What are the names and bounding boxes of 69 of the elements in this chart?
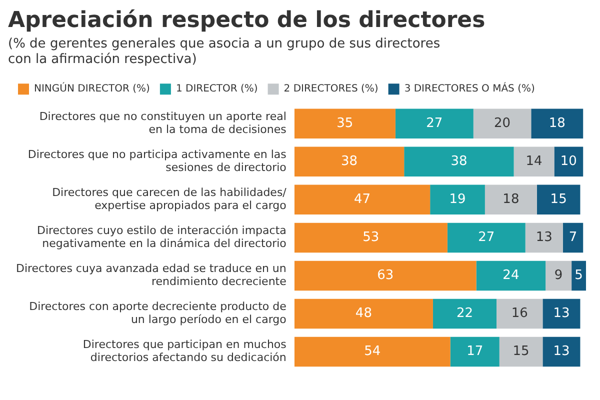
bar — [447, 222, 526, 253]
data-label: 48 — [355, 306, 372, 322]
bar — [542, 298, 580, 329]
bar — [432, 298, 496, 329]
data-label: 24 — [502, 268, 520, 284]
bar — [542, 336, 580, 367]
bar — [294, 222, 448, 253]
bar — [514, 146, 554, 177]
bar — [499, 336, 543, 367]
data-label: 35 — [336, 116, 354, 131]
legend-label: 1 DIRECTOR (%) — [176, 84, 258, 95]
bar — [294, 146, 404, 177]
data-label: 22 — [456, 306, 474, 322]
data-label: 13 — [536, 230, 552, 246]
data-label: 38 — [450, 154, 468, 170]
data-label: 19 — [449, 192, 466, 208]
bar — [294, 108, 396, 138]
data-label: 10 — [560, 154, 577, 170]
y-tick-label: Directores que carecen de las habilidades/ expertise apropiados para el cargo — [52, 186, 287, 212]
data-label: 27 — [426, 116, 443, 131]
bar — [546, 260, 572, 291]
bar — [484, 184, 537, 215]
data-label: 13 — [553, 306, 570, 322]
y-tick-label: Directores con aporte decreciente producto de un largo período en el cargo — [29, 300, 287, 326]
chart-subtitle: (% de gerentes generales que asocia a un grupo de sus directores con la afirmación respectiva) — [8, 36, 440, 68]
data-label: 16 — [511, 306, 528, 322]
bar — [395, 108, 474, 138]
data-label: 17 — [466, 344, 484, 360]
bar — [536, 184, 580, 215]
bar — [294, 336, 450, 367]
bar — [554, 146, 584, 177]
data-label: 18 — [502, 192, 520, 208]
data-label: 14 — [526, 154, 542, 170]
data-label: 13 — [553, 344, 570, 360]
data-label: 27 — [478, 230, 495, 246]
bar — [294, 184, 430, 215]
bar — [476, 260, 546, 291]
data-label: 18 — [548, 116, 566, 131]
bar — [404, 146, 514, 177]
data-label: 20 — [494, 116, 511, 131]
bar — [525, 222, 563, 253]
legend-label: NINGÚN DIRECTOR (%) — [34, 82, 150, 95]
data-label: 53 — [362, 230, 380, 246]
data-label: 5 — [574, 268, 583, 284]
y-tick-label: Directores que participan en muchos directorios afectando su dedicación — [82, 338, 287, 364]
bar — [562, 222, 584, 253]
bar — [430, 184, 485, 215]
chart-title: Apreciación respecto de los directores — [8, 8, 486, 33]
data-label: 7 — [568, 230, 578, 246]
bar — [294, 298, 433, 329]
data-label: 54 — [364, 344, 381, 360]
y-tick-label: Directores que no constituyen un aporte real en la toma de decisiones — [39, 110, 287, 136]
data-label: 38 — [340, 154, 358, 170]
y-tick-label: Directores cuyo estilo de interacción impacta negativamente en la dinámica del directorio — [36, 224, 287, 250]
data-label: 9 — [554, 268, 563, 284]
y-tick-label: Directores que no participa activamente en las sesiones de directorio — [28, 148, 287, 174]
data-label: 15 — [512, 344, 530, 360]
bar — [531, 108, 584, 138]
bar — [450, 336, 500, 367]
data-label: 47 — [354, 192, 371, 208]
legend-label: 2 DIRECTORES (%) — [284, 84, 378, 95]
data-label: 63 — [377, 268, 394, 284]
bar — [496, 298, 543, 329]
bar — [572, 260, 586, 291]
bar — [473, 108, 532, 138]
data-label: 15 — [550, 192, 567, 208]
legend-label: 3 DIRECTORES O MÁS (%) — [404, 82, 535, 95]
y-tick-label: Directores cuya avanzada edad se traduce en un rendimiento decreciente — [16, 262, 287, 288]
bar — [294, 260, 476, 291]
